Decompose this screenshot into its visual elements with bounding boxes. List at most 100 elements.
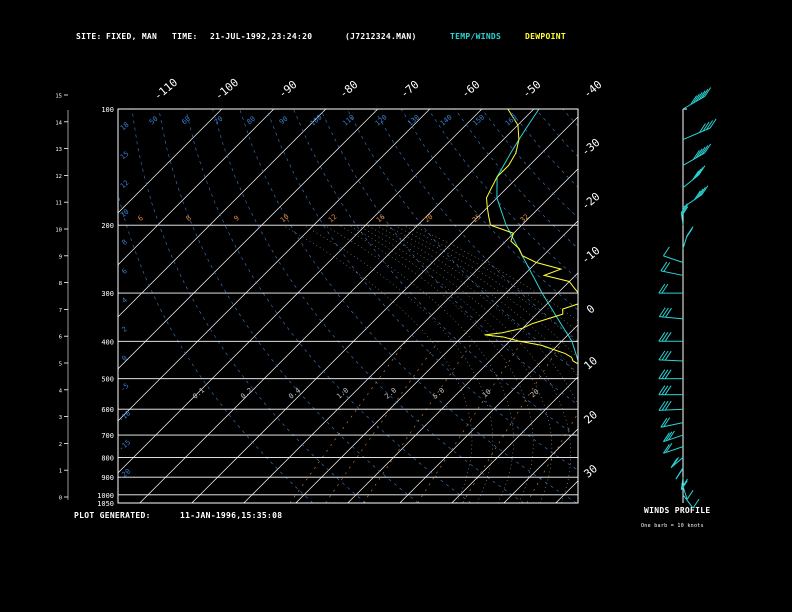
left-adiabat-label: 10 xyxy=(119,208,131,220)
wind-barb-flag xyxy=(672,457,680,467)
wind-barb-flag xyxy=(696,188,704,199)
mixing-ratio-line xyxy=(417,341,523,503)
pressure-label: 700 xyxy=(101,432,114,440)
moist-adiabat-line xyxy=(357,224,572,503)
isotherm-right-label: 30 xyxy=(581,462,600,480)
wind-barb-flag xyxy=(658,350,666,361)
isotherm-line xyxy=(118,109,327,318)
adiabat-label: 160 xyxy=(504,113,519,127)
isotherm-top-label: -100 xyxy=(212,76,241,103)
moist-adiabat-line xyxy=(282,224,473,503)
wind-barb xyxy=(660,270,684,276)
isotherm-right-label: 10 xyxy=(581,354,600,372)
mixing-ratio-line xyxy=(363,341,474,503)
mixing-ratio-line xyxy=(526,412,578,503)
pressure-label: 900 xyxy=(101,474,114,482)
moist-adiabat-line xyxy=(393,224,578,344)
left-adiabat-label: 0 xyxy=(121,354,129,363)
wind-barb-flag xyxy=(662,444,670,454)
dewpoint-trace xyxy=(484,109,578,365)
moist-adiabat-line xyxy=(375,224,578,378)
adiabat-label: 130 xyxy=(406,113,421,127)
wind-barb-flag xyxy=(661,369,669,379)
height-label: 1 xyxy=(59,469,62,475)
isotherm-line xyxy=(399,324,578,503)
wind-barb-flag xyxy=(665,443,673,453)
height-label: 5 xyxy=(59,362,62,368)
moist-adiabat-line xyxy=(303,224,494,503)
wind-barb-flag xyxy=(692,170,700,181)
mixing-ratio-label: 10 xyxy=(279,213,291,225)
adiabat-label: 110 xyxy=(341,113,356,127)
wind-barb-flag xyxy=(668,430,675,441)
left-adiabat-label: -10 xyxy=(117,409,132,423)
height-label: 0 xyxy=(59,496,62,502)
dry-adiabat-line xyxy=(643,109,792,503)
pressure-label: 400 xyxy=(101,338,114,346)
wind-barb-flag xyxy=(661,400,669,411)
height-label: 15 xyxy=(55,94,62,100)
legend-dewpoint: DEWPOINT xyxy=(525,32,566,41)
adiabat-label: 50 xyxy=(148,115,160,127)
adiabat-label: 90 xyxy=(278,115,290,127)
dry-adiabat-line xyxy=(400,109,578,311)
wind-barb-flag xyxy=(664,400,672,411)
isotherm-line xyxy=(295,220,578,503)
adiabat-label: 150 xyxy=(471,113,486,127)
wind-barb-flag xyxy=(664,332,672,342)
moist-adiabat-line xyxy=(348,224,553,503)
wind-barb-flag xyxy=(664,350,672,361)
height-label: 4 xyxy=(59,388,63,394)
time-label: TIME: xyxy=(172,32,198,41)
wind-barb-flag xyxy=(658,385,666,395)
mixing-ratio-label: 20 xyxy=(423,213,435,225)
wind-barb xyxy=(660,422,684,428)
isotherm-right-label: -30 xyxy=(579,136,603,159)
dry-adiabat-line xyxy=(481,109,578,219)
dry-adiabat-line xyxy=(562,109,578,127)
wind-barb-flag xyxy=(695,92,703,102)
height-label: 2 xyxy=(59,442,62,448)
dry-adiabat-line xyxy=(670,109,792,503)
pressure-label: 1050 xyxy=(97,500,114,508)
height-label: 9 xyxy=(59,254,62,260)
mixing-ratio-low-label: 0.1 xyxy=(191,386,206,400)
site-label: SITE: xyxy=(76,32,102,41)
mixing-ratio-label: 12 xyxy=(327,213,339,225)
adiabat-label: 70 xyxy=(213,115,225,127)
wind-barb-flag xyxy=(701,145,709,155)
wind-barb-flag xyxy=(698,187,706,197)
winds-profile-note: One barb = 10 knots xyxy=(641,523,704,529)
plot-generated-value: 11-JAN-1996,15:35:08 xyxy=(180,511,283,520)
wind-barb-flag xyxy=(692,150,700,160)
wind-barb-flag xyxy=(658,401,666,411)
wind-barb-flag xyxy=(698,165,706,175)
isotherm-top-label: -40 xyxy=(581,78,605,101)
left-adiabat-label: 12 xyxy=(119,179,131,191)
isotherm-line xyxy=(118,109,431,422)
dry-adiabat-line xyxy=(535,109,578,158)
height-label: 13 xyxy=(55,147,62,153)
dry-adiabat-line xyxy=(239,109,577,503)
wind-barb xyxy=(682,486,688,500)
pressure-label: 200 xyxy=(101,222,114,230)
wind-barb-flag xyxy=(665,431,673,442)
isotherm-right-label: 0 xyxy=(584,302,597,316)
wind-barb-flag xyxy=(665,307,672,318)
mixing-ratio-label: 32 xyxy=(519,213,531,225)
left-adiabat-label: 2 xyxy=(121,325,129,334)
dry-adiabat-line xyxy=(346,109,578,374)
wind-barb-flag xyxy=(690,95,698,105)
mixing-ratio-low-label: 5.0 xyxy=(431,386,446,400)
wind-barb-flag xyxy=(660,261,668,272)
wind-barb xyxy=(682,174,700,189)
moist-adiabat-line xyxy=(402,224,578,332)
adiabat-label: 80 xyxy=(245,115,257,127)
wind-barb-flag xyxy=(661,307,669,318)
wind-barb-flag xyxy=(696,167,704,177)
left-adiabat-label: 6 xyxy=(121,267,129,276)
adiabat-label: 120 xyxy=(374,113,389,127)
wind-barb xyxy=(663,434,684,443)
dry-adiabat-line xyxy=(185,109,472,503)
